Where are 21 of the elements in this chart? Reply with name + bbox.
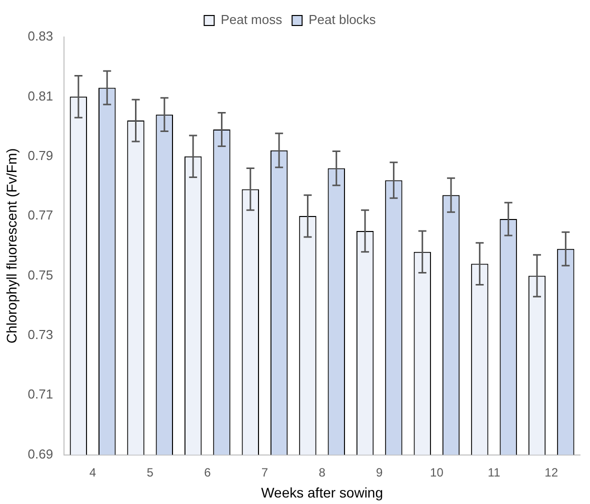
y-tick-label: 0.75 bbox=[28, 267, 54, 282]
x-tick-label: 5 bbox=[146, 465, 154, 480]
x-axis-title: Weeks after sowing bbox=[261, 484, 384, 500]
y-tick-label: 0.83 bbox=[28, 28, 54, 44]
y-axis-title: Chlorophyll fluorescent (Fv/Fm) bbox=[3, 148, 20, 344]
x-tick-label: 7 bbox=[261, 465, 268, 480]
x-tick-label: 4 bbox=[89, 465, 96, 480]
x-tick-label: 8 bbox=[318, 465, 326, 480]
y-tick-label: 0.81 bbox=[28, 88, 54, 104]
x-tick-label: 11 bbox=[488, 465, 501, 480]
x-tick-label: 12 bbox=[544, 465, 558, 480]
x-tick-label: 10 bbox=[430, 465, 444, 480]
legend-label: Peat moss bbox=[220, 12, 283, 28]
y-tick-label: 0.71 bbox=[28, 386, 54, 402]
legend-label: Peat blocks bbox=[308, 12, 376, 28]
x-tick-label: 9 bbox=[376, 465, 384, 480]
y-tick-label: 0.79 bbox=[28, 148, 54, 163]
x-tick-label: 6 bbox=[204, 465, 212, 480]
y-tick-label: 0.69 bbox=[28, 446, 54, 462]
y-tick-label: 0.73 bbox=[28, 327, 54, 342]
y-tick-label: 0.77 bbox=[28, 208, 54, 223]
